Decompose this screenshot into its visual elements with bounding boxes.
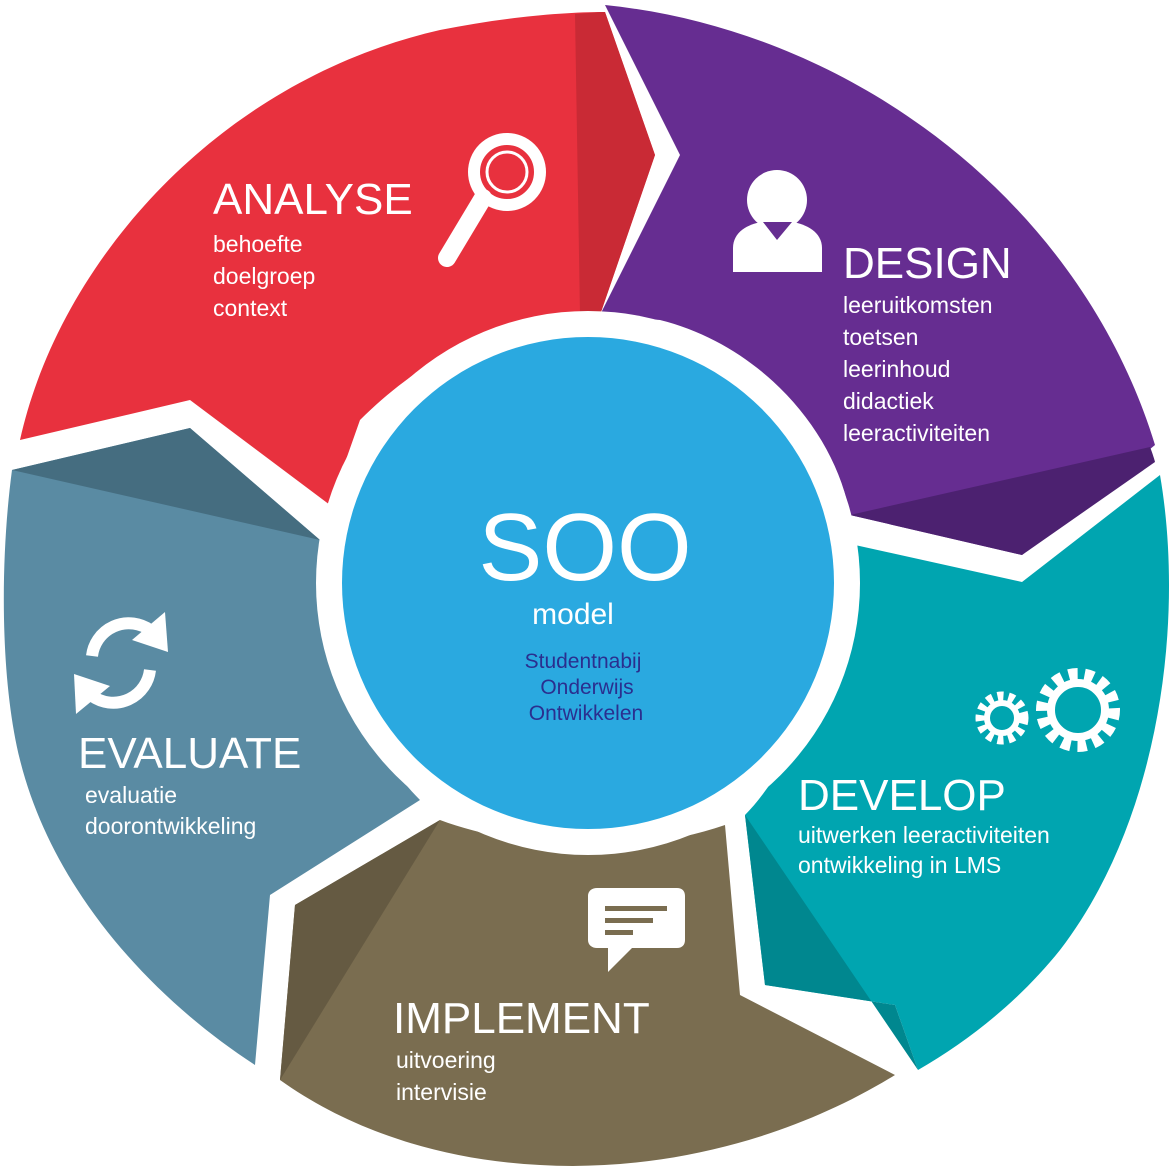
center-line-2: Onderwijs bbox=[540, 676, 633, 699]
analyse-item: context bbox=[213, 295, 288, 321]
analyse-item: behoefte bbox=[213, 231, 303, 257]
refresh-icon bbox=[74, 612, 168, 714]
magnifier-icon bbox=[438, 133, 546, 267]
analyse-item: doelgroep bbox=[213, 263, 315, 289]
implement-segment bbox=[280, 820, 895, 1166]
person-icon bbox=[733, 170, 822, 272]
evaluate-title: EVALUATE bbox=[78, 729, 301, 778]
chat-icon bbox=[588, 888, 685, 972]
develop-title: DEVELOP bbox=[798, 771, 1006, 820]
design-segment bbox=[600, 5, 1155, 555]
gears-icon bbox=[975, 668, 1120, 752]
design-item: leeractiviteiten bbox=[843, 420, 990, 446]
center-subtitle: model bbox=[532, 598, 614, 631]
develop-item: uitwerken leeractiviteiten bbox=[798, 822, 1050, 848]
center-circle bbox=[342, 337, 834, 829]
center-title: SOO bbox=[478, 494, 691, 601]
center-line-1: Studentnabij bbox=[525, 650, 642, 673]
implement-title: IMPLEMENT bbox=[393, 994, 650, 1043]
implement-item: uitvoering bbox=[396, 1047, 496, 1073]
analyse-title: ANALYSE bbox=[213, 175, 413, 224]
design-item: leeruitkomsten bbox=[843, 292, 993, 318]
evaluate-segment bbox=[3, 428, 421, 1065]
evaluate-item: doorontwikkeling bbox=[85, 813, 256, 839]
evaluate-item: evaluatie bbox=[85, 782, 177, 808]
design-item: leerinhoud bbox=[843, 356, 950, 382]
design-item: didactiek bbox=[843, 388, 934, 414]
develop-item: ontwikkeling in LMS bbox=[798, 852, 1001, 878]
center-line-3: Ontwikkelen bbox=[529, 702, 643, 725]
design-item: toetsen bbox=[843, 324, 918, 350]
design-title: DESIGN bbox=[843, 239, 1012, 288]
implement-item: intervisie bbox=[396, 1079, 487, 1105]
